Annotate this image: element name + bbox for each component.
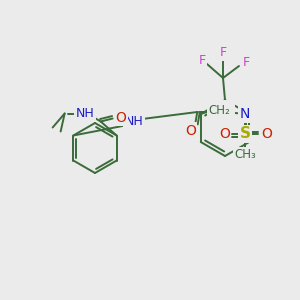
Text: F: F	[198, 55, 206, 68]
Text: NH: NH	[75, 107, 94, 120]
Text: F: F	[219, 46, 226, 59]
Text: Cl: Cl	[220, 101, 233, 115]
Text: NH: NH	[125, 115, 144, 128]
Text: O: O	[185, 124, 196, 138]
Text: CH₂: CH₂	[208, 103, 230, 116]
Text: O: O	[219, 127, 230, 141]
Text: N: N	[240, 107, 250, 121]
Text: CH₃: CH₃	[234, 148, 256, 161]
Text: F: F	[242, 56, 250, 70]
Text: O: O	[261, 127, 272, 141]
Text: O: O	[115, 110, 126, 124]
Text: S: S	[240, 127, 251, 142]
